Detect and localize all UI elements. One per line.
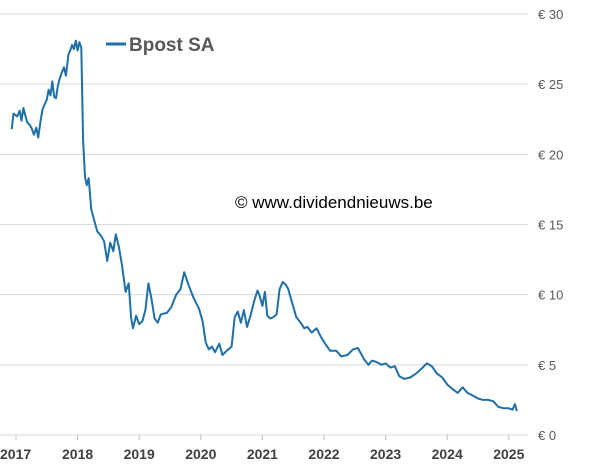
x-tick-label-2: 2019 xyxy=(124,446,155,462)
copyright-watermark: © www.dividendnieuws.be xyxy=(235,193,433,212)
x-axis-ticks xyxy=(15,435,510,440)
y-tick-label-1: € 5 xyxy=(538,358,556,373)
legend: Bpost SA xyxy=(106,35,215,56)
x-tick-label-1: 2018 xyxy=(62,446,93,462)
y-tick-label-3: € 15 xyxy=(538,218,563,233)
x-tick-label-3: 2020 xyxy=(185,446,216,462)
y-tick-label-2: € 10 xyxy=(538,288,563,303)
y-tick-label-5: € 25 xyxy=(538,77,563,92)
y-tick-label-0: € 0 xyxy=(538,428,556,443)
series-layer xyxy=(10,39,518,412)
y-axis-tick-labels: € 0 € 5 € 10 € 15 € 20 € 25 € 30 xyxy=(538,7,563,443)
x-tick-label-4: 2021 xyxy=(247,446,278,462)
y-gridlines xyxy=(0,13,528,366)
series-line-0 xyxy=(10,39,518,412)
legend-label-bpost: Bpost SA xyxy=(129,35,215,56)
x-tick-label-8: 2025 xyxy=(493,446,524,462)
y-tick-label-6: € 30 xyxy=(538,7,563,22)
x-tick-label-5: 2022 xyxy=(308,446,339,462)
x-axis-tick-labels: 2017 2018 2019 2020 2021 2022 2023 2024 2025 xyxy=(0,446,525,462)
x-tick-label-0: 2017 xyxy=(0,446,31,462)
y-tick-label-4: € 20 xyxy=(538,147,563,162)
x-tick-label-6: 2023 xyxy=(370,446,401,462)
x-tick-label-7: 2024 xyxy=(432,446,463,462)
